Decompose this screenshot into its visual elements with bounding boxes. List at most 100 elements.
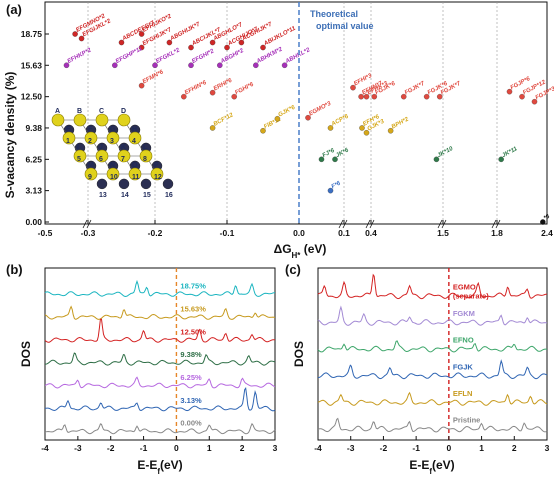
panel-a-frame <box>44 1 548 225</box>
panel-a-ylabel: S-vacancy density (%) <box>3 72 17 199</box>
dos-curve <box>318 359 548 380</box>
data-point-label: ABHKL*2 <box>284 47 312 66</box>
data-point-label: EFGHP*11 <box>115 46 144 65</box>
s-atom-label: H <box>132 126 137 133</box>
panel-a-xtick-label: -0.5 <box>38 228 53 238</box>
panel-a-xtick-label: -0.2 <box>148 228 163 238</box>
s-atom <box>62 131 76 145</box>
dos-xtick-label: -1 <box>412 443 420 453</box>
axis-break-mark <box>437 219 443 229</box>
data-point <box>358 93 364 100</box>
mo-atom-label: 1 <box>66 138 70 145</box>
mo-atom <box>162 178 174 190</box>
panel-a-yticks: 0.00 3.13 6.25 9.38 12.50 15.63 18.75 <box>21 29 49 227</box>
data-point <box>238 39 245 46</box>
mo-atom-label: 11 <box>132 174 140 181</box>
dos-curve <box>44 305 276 320</box>
s-atom-label: E <box>66 126 71 133</box>
s-atom <box>95 149 109 163</box>
dos-curve-label: 6.25% <box>180 373 202 382</box>
data-point-label: EFGKL*2 <box>155 47 181 65</box>
panel-a-scatter: 0.00 3.13 6.25 9.38 12.50 15.63 18.75 -0.5 -0.3… <box>3 1 554 260</box>
s-atom <box>95 113 109 127</box>
dos-xtick-label: -4 <box>314 443 322 453</box>
dos-curve-label: 9.38% <box>180 350 202 359</box>
data-point-label: EGMO*3 <box>308 101 333 118</box>
dos-curve-label: EFNO <box>453 336 474 345</box>
dos-curve-label: EFLN <box>453 389 473 398</box>
data-point-label: *6 <box>543 213 551 221</box>
dos-xtick-label: 0 <box>174 443 179 453</box>
dos-curve-label: Pristine <box>453 416 481 425</box>
dos-curve-label: 12.50% <box>180 327 206 336</box>
s-atom-label: D <box>121 108 126 115</box>
s-atom <box>106 131 120 145</box>
mo-atom <box>96 178 108 190</box>
panel-c-frame <box>317 267 548 441</box>
data-point <box>253 62 259 69</box>
s-atom-label: M <box>88 162 94 169</box>
axis-break-mark <box>342 219 348 229</box>
s-atom-label: F <box>88 126 93 133</box>
data-point <box>400 93 407 100</box>
axis-break-mark <box>369 219 375 229</box>
panel-a-ytick-label: 12.50 <box>21 92 43 102</box>
panel-c-curves: EGMO(separate) FGKM EFNO FGJK EFLN Pristine <box>317 268 548 440</box>
data-point <box>188 44 194 51</box>
panel-a-xtick-label: 0.1 <box>338 228 350 238</box>
data-point <box>78 35 85 42</box>
data-point-label: JK*10 <box>437 146 455 159</box>
dos-curve-label: 15.63% <box>180 304 206 313</box>
data-point <box>63 62 70 69</box>
dos-curve-label: 18.75% <box>180 282 206 291</box>
dos-curve <box>44 279 275 298</box>
axis-break-mark <box>491 219 497 229</box>
mo-atom-label: 9 <box>88 174 92 181</box>
data-point-label: GJK*6 <box>278 104 297 118</box>
data-point-label: EFHKP*2 <box>67 47 93 65</box>
mo-atom-label: 10 <box>110 174 118 181</box>
axis-break-mark <box>82 219 88 229</box>
panel-a-ytick-label: 6.25 <box>25 154 42 164</box>
data-point <box>181 93 187 100</box>
data-point <box>327 125 334 131</box>
data-point <box>138 44 145 51</box>
panel-b-ylabel: DOS <box>19 341 33 367</box>
data-point <box>138 82 145 89</box>
data-point <box>188 62 194 69</box>
panel-c-xlabel: E-Ef(eV) <box>409 458 454 476</box>
s-atom-label: A <box>55 108 60 115</box>
s-atom <box>150 167 164 181</box>
s-atom-label: C <box>99 108 104 115</box>
mo-atom <box>118 178 130 190</box>
s-atom <box>84 167 98 181</box>
s-atom-label: N <box>110 162 115 169</box>
mo-atom-label: 14 <box>121 192 129 199</box>
s-atom <box>84 131 98 145</box>
data-point-label: F*6 <box>331 180 343 190</box>
data-point <box>209 125 216 131</box>
optimal-label-2: optimal value <box>316 21 374 31</box>
panel-c-ylabel: DOS <box>292 341 306 367</box>
dos-xtick-label: 2 <box>240 443 245 453</box>
data-point <box>152 62 158 69</box>
dos-xtick-label: 2 <box>512 443 517 453</box>
data-point-label: FGHI*6 <box>234 81 255 96</box>
panel-b-dos: 18.75% 15.63% 12.50% 9.38% 6.25% 3.13% 0.00% -… <box>19 267 278 476</box>
data-point <box>327 187 334 194</box>
s-atom <box>117 113 131 127</box>
panel-b-xlabel: E-Ef(eV) <box>137 458 182 476</box>
panel-a-xtick-label: 1.8 <box>491 228 503 238</box>
mo-atom-label: 12 <box>154 174 162 181</box>
dos-curve <box>317 417 548 433</box>
data-point <box>363 130 370 136</box>
data-point <box>209 89 216 96</box>
dos-xtick-label: -4 <box>41 443 49 453</box>
axis-break-mark <box>365 219 371 229</box>
optimal-label-1: Theoretical <box>310 9 358 19</box>
s-atom <box>139 149 153 163</box>
dos-curve <box>44 422 276 435</box>
